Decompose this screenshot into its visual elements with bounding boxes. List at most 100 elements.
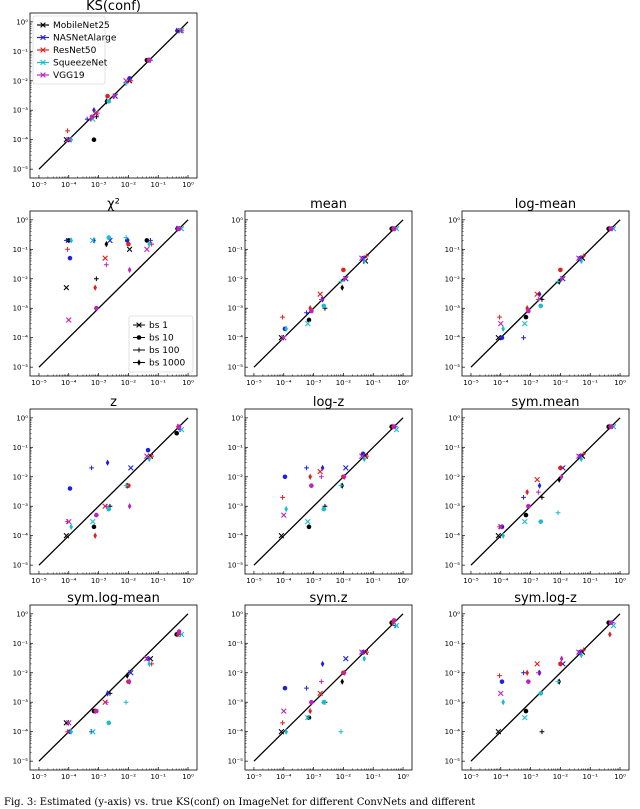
- x-tick-label: 10⁰: [182, 379, 194, 387]
- x-tick-label: 10⁻³: [306, 379, 322, 387]
- y-tick-label: 10⁻²: [13, 669, 29, 677]
- y-tick-label: 10⁻¹: [445, 444, 461, 452]
- data-point: [342, 275, 347, 282]
- data-point: [499, 524, 505, 530]
- data-point: [174, 27, 179, 34]
- data-point: [338, 279, 344, 285]
- data-point: [538, 691, 544, 696]
- data-point: [93, 532, 97, 539]
- y-tick-label: 10⁻²: [445, 669, 461, 677]
- data-point: [63, 284, 70, 291]
- x-tick-label: 10⁻⁵: [31, 379, 47, 387]
- legend-label: ResNet50: [53, 46, 97, 56]
- data-point: [341, 267, 346, 273]
- legend-label: bs 1: [149, 321, 168, 331]
- data-point: [497, 690, 504, 697]
- x-tick-label: 10⁰: [614, 379, 626, 387]
- x-tick-label: 10⁻⁵: [246, 773, 262, 781]
- data-point: [317, 291, 323, 297]
- data-point: [523, 708, 529, 714]
- data-point: [579, 455, 584, 463]
- y-tick-label: 10⁻³: [13, 107, 29, 115]
- x-tick-label: 10⁻⁵: [31, 181, 47, 189]
- y-tick-label: 10⁻³: [13, 305, 29, 313]
- data-point: [144, 246, 150, 253]
- data-point: [526, 679, 531, 684]
- diagonal-line: [253, 417, 404, 566]
- diagonal-line: [38, 417, 189, 566]
- y-tick-label: 10⁻³: [13, 699, 29, 707]
- y-tick-label: 10⁻¹: [228, 246, 244, 254]
- data-point: [318, 296, 324, 302]
- x-tick-label: 10⁻²: [553, 379, 569, 387]
- x-tick-label: 10⁻⁵: [463, 773, 479, 781]
- data-point: [176, 631, 180, 638]
- data-point: [306, 715, 312, 720]
- data-point: [320, 660, 325, 668]
- data-point: [318, 679, 324, 685]
- y-tick-label: 10⁻²: [228, 275, 244, 283]
- figure-caption: Fig. 3: Estimated (y-axis) vs. true KS(c…: [4, 797, 475, 808]
- y-tick-label: 10⁻⁵: [13, 364, 29, 372]
- x-tick-label: 10⁻³: [91, 379, 107, 387]
- data-point: [94, 110, 100, 116]
- y-tick-label: 10⁻⁴: [13, 728, 29, 736]
- data-point: [94, 708, 99, 714]
- y-tick-label: 10⁻⁴: [445, 334, 461, 342]
- data-point: [91, 524, 97, 530]
- data-point: [147, 455, 152, 463]
- x-tick-label: 10⁻¹: [366, 577, 382, 585]
- data-point: [495, 728, 502, 735]
- data-point: [67, 486, 73, 491]
- x-tick-label: 10⁻²: [553, 773, 569, 781]
- data-point: [106, 720, 112, 726]
- data-point: [126, 246, 133, 253]
- legend-label: VGG19: [53, 71, 85, 81]
- y-tick-label: 10⁻³: [228, 699, 244, 707]
- y-tick-label: 10⁰: [231, 414, 243, 422]
- data-point: [526, 503, 531, 509]
- data-point: [608, 620, 614, 626]
- legend-label: bs 100: [149, 346, 180, 356]
- data-point: [65, 518, 72, 525]
- data-point: [103, 699, 109, 705]
- y-tick-label: 10⁻⁵: [228, 758, 244, 766]
- y-tick-label: 10⁻²: [13, 473, 29, 481]
- y-tick-label: 10⁻⁵: [228, 562, 244, 570]
- data-point: [144, 453, 150, 459]
- y-tick-label: 10⁻⁵: [445, 562, 461, 570]
- data-point: [526, 308, 531, 314]
- x-tick-label: 10⁰: [182, 181, 194, 189]
- data-point: [559, 655, 564, 662]
- x-tick-label: 10⁰: [397, 773, 409, 781]
- data-point: [103, 503, 109, 509]
- subplot-title: sym.mean: [511, 395, 579, 410]
- data-point: [127, 678, 132, 685]
- data-point: [364, 649, 370, 655]
- y-tick-label: 10⁻⁵: [445, 758, 461, 766]
- x-tick-label: 10⁻³: [91, 181, 107, 189]
- y-tick-label: 10⁻⁴: [13, 334, 29, 342]
- data-point: [501, 699, 505, 706]
- data-point: [176, 629, 182, 634]
- y-tick-label: 10⁻¹: [445, 640, 461, 648]
- data-point: [499, 335, 505, 340]
- data-point: [555, 679, 561, 685]
- data-point: [317, 468, 323, 475]
- legend-marker: [40, 22, 46, 28]
- data-point: [128, 465, 134, 471]
- legend-marker: [136, 322, 142, 328]
- data-point: [304, 714, 311, 721]
- x-tick-label: 10⁻⁴: [61, 379, 77, 387]
- data-point: [538, 303, 544, 309]
- data-point: [539, 729, 545, 735]
- y-tick-label: 10⁰: [16, 216, 28, 224]
- data-point: [343, 465, 349, 471]
- data-point: [391, 226, 397, 232]
- y-tick-label: 10⁻²: [228, 473, 244, 481]
- data-point: [521, 494, 526, 500]
- data-point: [63, 136, 70, 143]
- x-tick-label: 10⁻⁵: [246, 379, 262, 387]
- data-point: [280, 720, 285, 726]
- data-point: [321, 303, 327, 309]
